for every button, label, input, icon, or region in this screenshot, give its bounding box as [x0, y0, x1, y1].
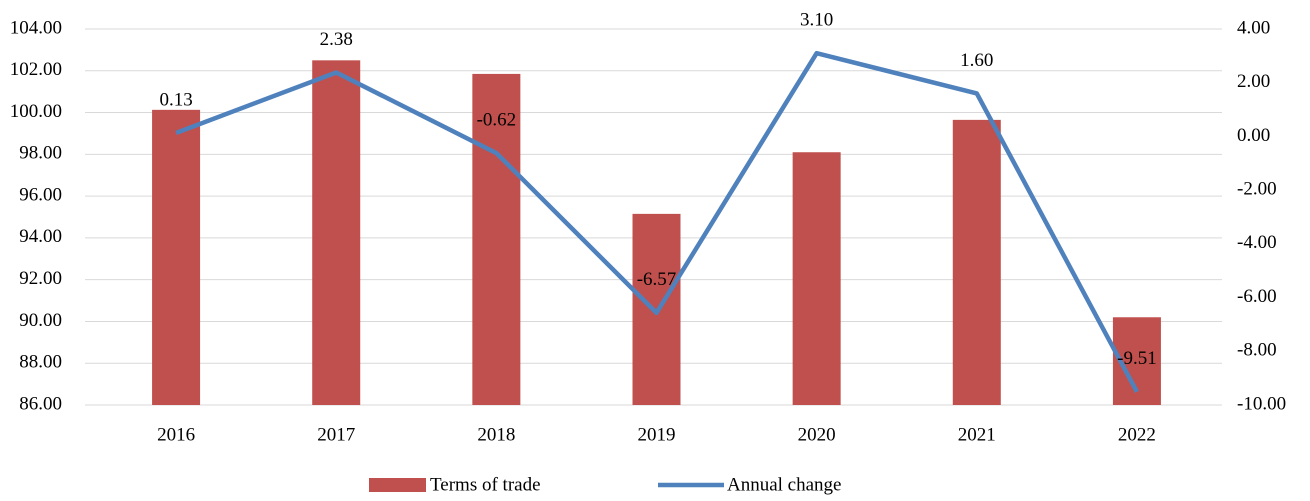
- x-tick-label: 2019: [638, 424, 676, 445]
- x-tick-label: 2016: [157, 424, 195, 445]
- bar: [952, 119, 1001, 405]
- y2-tick-label: -2.00: [1237, 179, 1277, 200]
- data-label: 3.10: [800, 10, 833, 31]
- y2-tick-label: -10.00: [1237, 393, 1286, 414]
- y2-tick-label: 4.00: [1237, 17, 1270, 38]
- bar: [792, 152, 841, 405]
- line: [175, 50, 1139, 393]
- x-tick-label: 2022: [1118, 424, 1156, 445]
- y-tick-label: 102.00: [10, 59, 62, 80]
- bar: [312, 60, 361, 405]
- x-tick-label: 2018: [477, 424, 515, 445]
- y-tick-label: 92.00: [19, 268, 62, 289]
- y-tick-label: 104.00: [10, 17, 62, 38]
- y-tick-label: 90.00: [19, 310, 62, 331]
- bar: [472, 73, 521, 406]
- y2-tick-label: 0.00: [1237, 125, 1270, 146]
- data-label: 1.60: [960, 50, 993, 71]
- y-tick-label: 86.00: [19, 393, 62, 414]
- y2-tick-label: 2.00: [1237, 71, 1270, 92]
- bar: [152, 109, 201, 405]
- y-tick-label: 96.00: [19, 184, 62, 205]
- data-label: 0.13: [159, 89, 192, 110]
- data-label: -0.62: [477, 109, 517, 130]
- data-label: -9.51: [1117, 348, 1157, 369]
- y-tick-label: 98.00: [19, 143, 62, 164]
- legend-label: Terms of trade: [430, 474, 541, 495]
- legend-swatch: [369, 478, 426, 492]
- y-tick-label: 94.00: [19, 226, 62, 247]
- y2-tick-label: -6.00: [1237, 286, 1277, 307]
- x-tick-label: 2020: [798, 424, 836, 445]
- y2-tick-label: -4.00: [1237, 232, 1277, 253]
- legend-label: Annual change: [727, 474, 841, 495]
- x-tick-label: 2017: [317, 424, 355, 445]
- x-tick-label: 2021: [958, 424, 996, 445]
- y-tick-label: 88.00: [19, 352, 62, 373]
- y-tick-label: 100.00: [10, 101, 62, 122]
- y2-tick-label: -8.00: [1237, 340, 1277, 361]
- data-label: 2.38: [320, 29, 353, 50]
- data-label: -6.57: [637, 269, 677, 290]
